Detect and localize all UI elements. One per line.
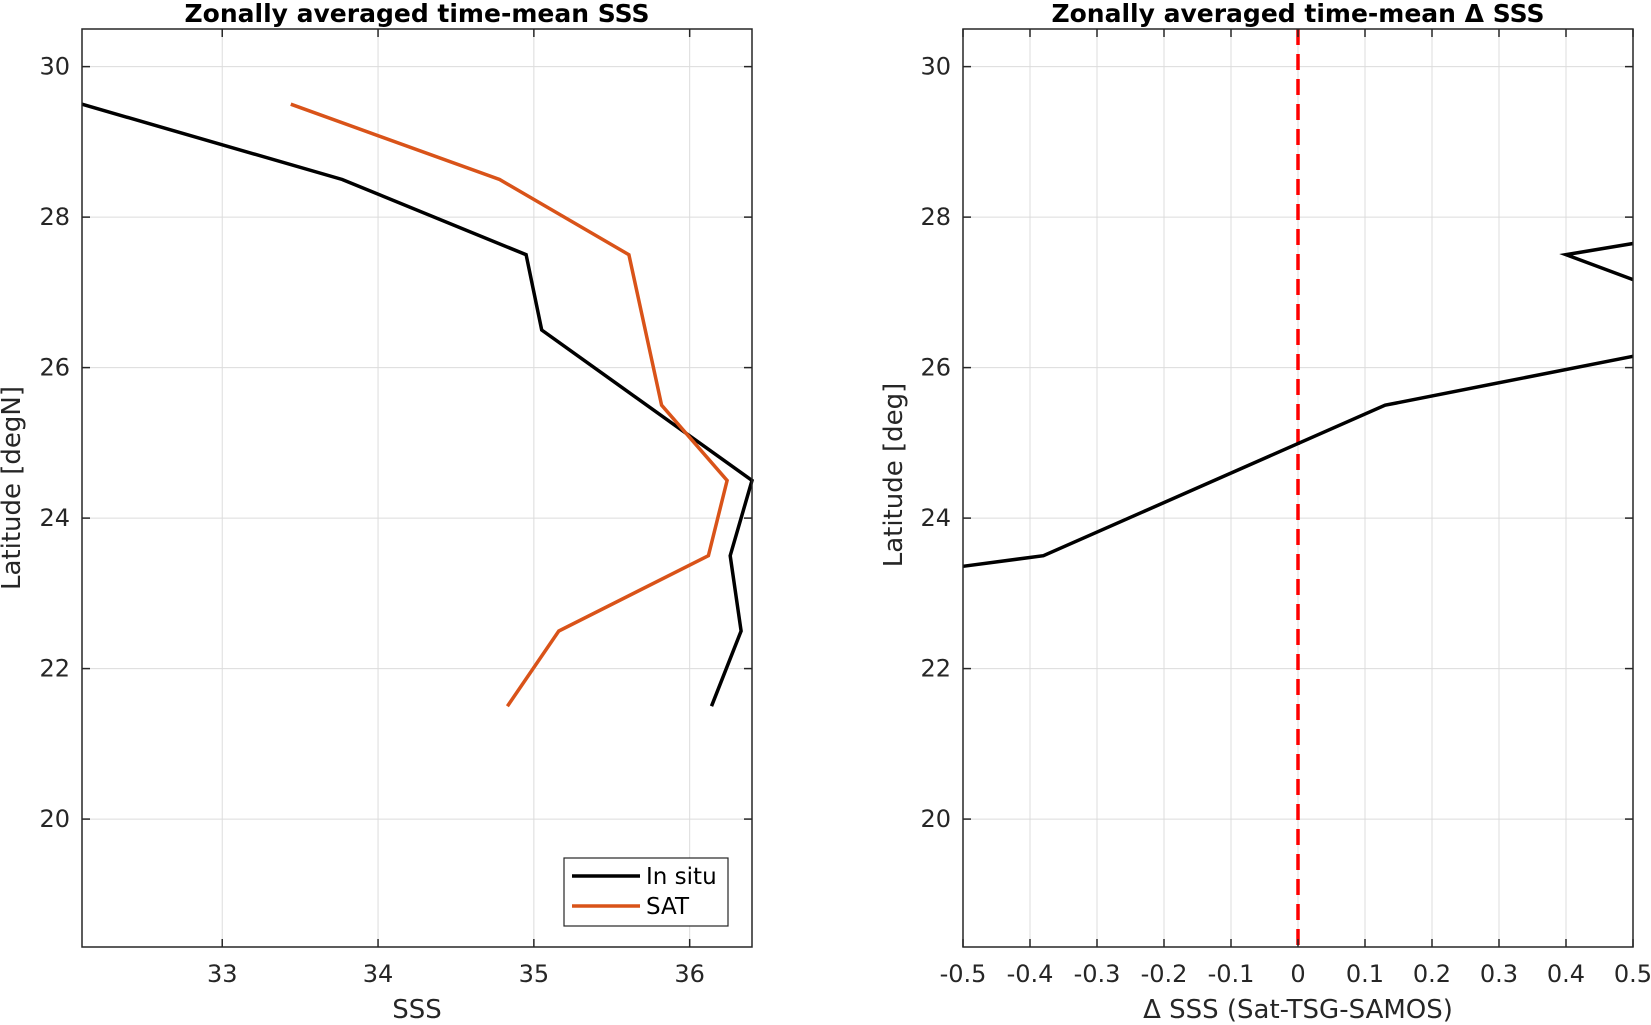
delta-y-tick-label-26: 26 [920, 354, 951, 382]
sss-y-axis-label: Latitude [degN] [0, 386, 27, 590]
sss-x-axis-label: SSS [392, 995, 442, 1025]
delta-sss-panel: -0.5 -0.4 -0.3 -0.2 -0.1 0 0.1 0.2 0.3 0.4 0.5 20 22… [879, 0, 1651, 1025]
delta-x-tick-label-0-5: 0.5 [1614, 960, 1651, 988]
sss-panel: 33 34 35 36 20 22 24 26 28 30 Zonally averaged ti… [0, 0, 755, 1025]
delta-x-tick-label-0-1: 0.1 [1346, 960, 1384, 988]
delta-series-group [962, 241, 1634, 569]
sss-x-tick-label-33: 33 [207, 960, 238, 988]
delta-x-tick-label-0-4: 0.4 [1547, 960, 1585, 988]
delta-x-axis-label: Δ SSS (Sat-TSG-SAMOS) [1143, 995, 1453, 1025]
sss-grid [82, 29, 752, 947]
sss-y-tick-label-20: 20 [39, 805, 70, 833]
delta-y-tick-label-28: 28 [920, 203, 951, 231]
delta-x-tick-label-0-1: -0.1 [1208, 960, 1255, 988]
sss-y-tick-label-24: 24 [39, 504, 70, 532]
sss-y-tick-label-22: 22 [39, 655, 70, 683]
delta-y-tick-label-20: 20 [920, 805, 951, 833]
sss-chart-title: Zonally averaged time-mean SSS [185, 0, 650, 28]
delta-x-tick-label-0-3: 0.3 [1480, 960, 1518, 988]
delta-ticks: -0.5 -0.4 -0.3 -0.2 -0.1 0 0.1 0.2 0.3 0.4 0.5 20 22… [920, 29, 1651, 988]
delta-x-tick-label-0-3: -0.3 [1074, 960, 1121, 988]
delta-x-tick-label-0: 0 [1290, 960, 1305, 988]
legend-in-situ-label: In situ [646, 864, 717, 890]
sss-x-tick-label-36: 36 [674, 960, 705, 988]
sss-y-tick-label-28: 28 [39, 203, 70, 231]
delta-series-line-2 [1559, 241, 1634, 282]
sss-ticks: 33 34 35 36 20 22 24 26 28 30 [39, 29, 752, 988]
delta-y-tick-label-30: 30 [920, 53, 951, 81]
sss-series-line-sat [290, 102, 730, 708]
delta-y-tick-label-22: 22 [920, 655, 951, 683]
delta-y-axis-label: Latitude [deg] [879, 383, 909, 568]
legend-sat-label: SAT [646, 894, 690, 920]
delta-y-tick-label-24: 24 [920, 504, 951, 532]
delta-series-line-1 [962, 354, 1634, 569]
sss-y-tick-label-26: 26 [39, 354, 70, 382]
delta-x-tick-label-0-5: -0.5 [940, 960, 987, 988]
sss-x-tick-label-34: 34 [363, 960, 394, 988]
delta-x-tick-label-0-2: -0.2 [1141, 960, 1188, 988]
sss-axes-box [81, 28, 753, 948]
delta-x-tick-label-0-4: -0.4 [1007, 960, 1054, 988]
sss-legend: In situ SAT [563, 857, 729, 927]
sss-series-line-in-situ [81, 102, 755, 707]
sss-x-tick-label-35: 35 [519, 960, 550, 988]
sss-axes-background [82, 29, 752, 947]
delta-chart-title: Zonally averaged time-mean Δ SSS [1052, 0, 1545, 28]
delta-x-tick-label-0-2: 0.2 [1413, 960, 1451, 988]
legend-box [563, 857, 729, 927]
sss-series-group [81, 102, 755, 708]
sss-y-tick-label-30: 30 [39, 53, 70, 81]
